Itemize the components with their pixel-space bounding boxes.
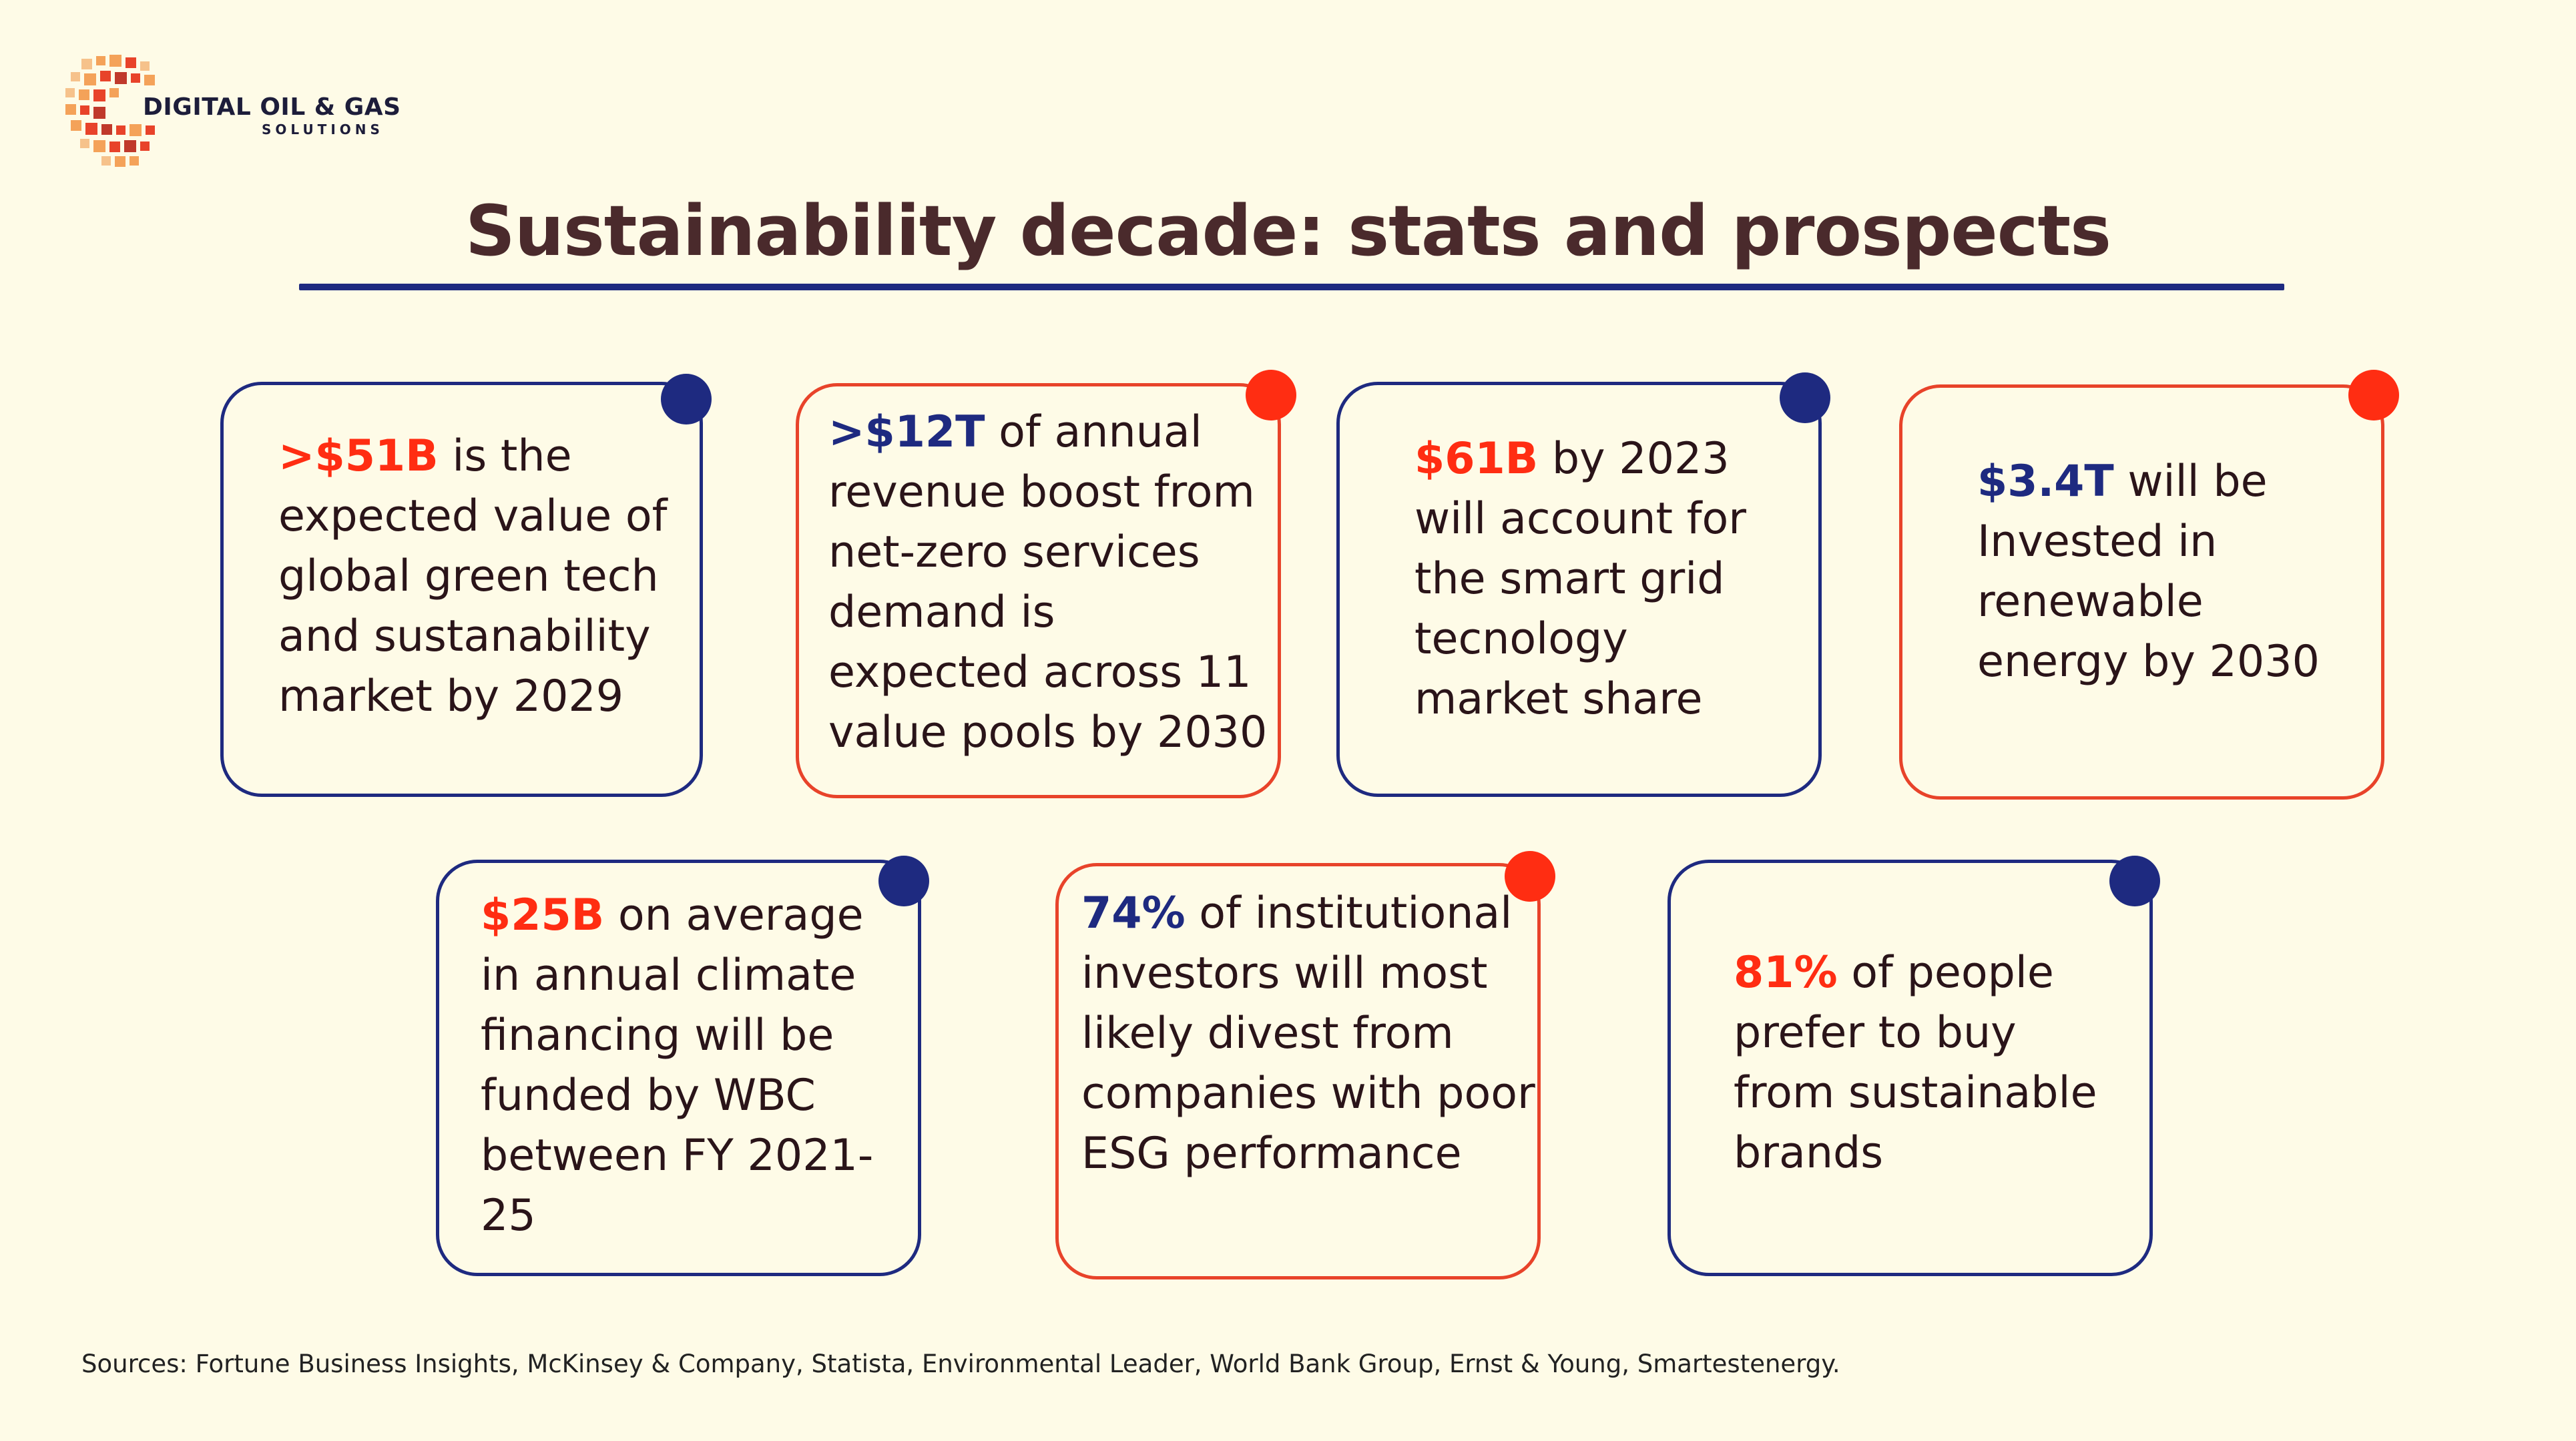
stat-text-4: $3.4T will be Invested in renewable ener…	[1977, 452, 2324, 692]
stat-text-1: >$51B is the expected value of global gr…	[278, 426, 679, 727]
stat-text-6: 74% of institutional investors will most…	[1081, 884, 1535, 1184]
stat-text-2: >$12T of annual revenue boost from net-z…	[828, 402, 1269, 763]
stat-value-5: $25B	[481, 890, 605, 940]
card-2-dot	[1246, 370, 1296, 420]
logo-subtitle: SOLUTIONS	[262, 121, 384, 137]
card-1-dot	[661, 374, 712, 424]
stat-value-4: $3.4T	[1977, 457, 2114, 507]
stat-description-2: of annual revenue boost from net-zero se…	[828, 407, 1268, 758]
stat-value-6: 74%	[1081, 888, 1186, 938]
stat-card-6: 74% of institutional investors will most…	[1055, 863, 1541, 1279]
logo-mosaic-icon	[65, 55, 155, 167]
stat-card-1: >$51B is the expected value of global gr…	[220, 382, 703, 797]
stat-card-3: $61B by 2023 will account for the smart …	[1336, 382, 1822, 797]
card-7-dot	[2109, 856, 2160, 906]
stat-value-2: >$12T	[828, 407, 985, 457]
stat-text-3: $61B by 2023 will account for the smart …	[1414, 429, 1795, 730]
stat-card-5: $25B on average in annual climate financ…	[436, 860, 921, 1276]
stat-card-4: $3.4T will be Invested in renewable ener…	[1899, 384, 2384, 800]
page-title: Sustainability decade: stats and prospec…	[465, 190, 2111, 272]
stat-description-7: of people prefer to buy from sustainable…	[1734, 948, 2097, 1178]
card-4-dot	[2348, 370, 2399, 420]
stat-value-7: 81%	[1734, 948, 1838, 998]
stat-description-3: by 2023 will account for the smart grid …	[1414, 434, 1746, 724]
card-6-dot	[1505, 851, 1555, 902]
company-logo: DIGITAL OIL & GAS SOLUTIONS	[61, 52, 401, 172]
stat-description-4: will be Invested in renewable energy by …	[1977, 457, 2320, 687]
logo-name: DIGITAL OIL & GAS	[143, 93, 401, 121]
stat-description-5: on average in annual climate financing w…	[481, 890, 874, 1241]
stat-card-7: 81% of people prefer to buy from sustain…	[1667, 860, 2153, 1276]
stat-text-7: 81% of people prefer to buy from sustain…	[1734, 943, 2121, 1183]
stat-value-3: $61B	[1414, 434, 1539, 484]
card-3-dot	[1780, 372, 1830, 423]
stat-card-2: >$12T of annual revenue boost from net-z…	[796, 383, 1281, 798]
stat-description-6: of institutional investors will most lik…	[1081, 888, 1535, 1179]
stat-description-1: is the expected value of global green te…	[278, 431, 668, 722]
sources-note: Sources: Fortune Business Insights, McKi…	[81, 1350, 1840, 1378]
stat-value-1: >$51B	[278, 431, 439, 481]
title-underline	[299, 284, 2284, 290]
stat-text-5: $25B on average in annual climate financ…	[481, 886, 908, 1246]
card-5-dot	[878, 856, 929, 906]
